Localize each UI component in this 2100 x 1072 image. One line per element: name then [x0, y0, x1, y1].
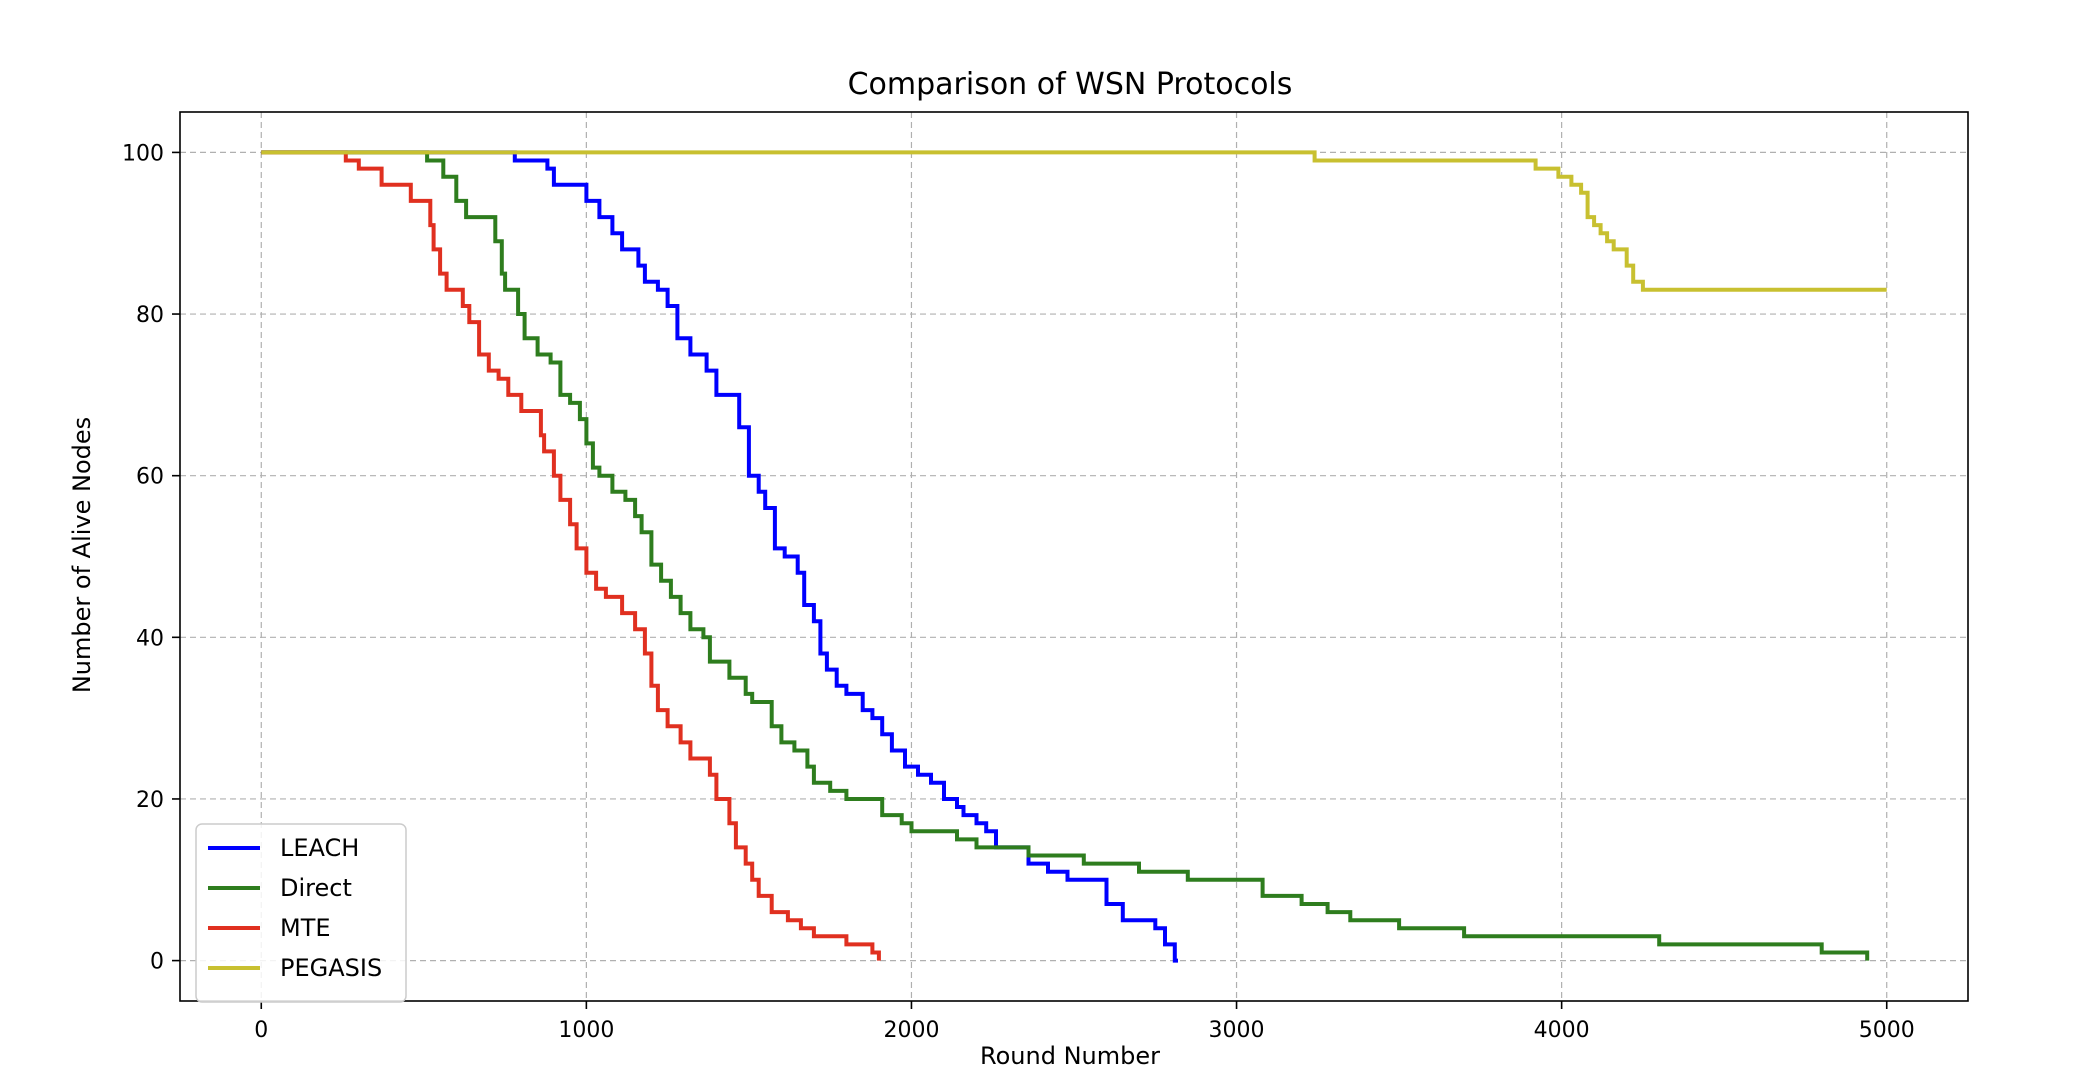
x-tick-label-4: 4000: [1534, 1018, 1590, 1043]
y-tick-label-3: 60: [136, 465, 164, 490]
x-tick-label-1: 1000: [558, 1018, 614, 1043]
y-tick-label-4: 80: [136, 303, 164, 328]
x-tick-label-5: 5000: [1859, 1018, 1915, 1043]
y-tick-label-2: 40: [136, 626, 164, 651]
chart-title: Comparison of WSN Protocols: [848, 67, 1293, 102]
legend-box: [195, 823, 407, 1003]
legend-label-mte: MTE: [280, 914, 331, 942]
y-tick-label-5: 100: [122, 141, 164, 166]
legend-label-direct: Direct: [280, 874, 352, 902]
x-tick-label-3: 3000: [1209, 1018, 1265, 1043]
legend-label-leach: LEACH: [280, 834, 359, 862]
series-line-direct: [261, 150, 1870, 961]
grid: [180, 112, 1968, 1001]
series-lines: [261, 150, 1887, 963]
series-line-pegasis: [261, 150, 1887, 292]
legend: LEACH Direct MTE PEGASIS: [195, 823, 407, 1003]
x-tick-label-2: 2000: [883, 1018, 939, 1043]
y-tick-label-1: 20: [136, 788, 164, 813]
legend-label-pegasis: PEGASIS: [280, 954, 382, 982]
plot-frame: [179, 111, 1969, 1002]
series-line-mte: [261, 150, 881, 961]
x-tick-label-0: 0: [254, 1018, 268, 1043]
y-axis-label: Number of Alive Nodes: [68, 417, 96, 693]
axes: 0 1000 2000 3000 4000 5000 0 20 40 60 80 100: [122, 111, 1969, 1043]
x-axis-label: Round Number: [980, 1042, 1160, 1068]
y-tick-label-0: 0: [150, 950, 164, 975]
